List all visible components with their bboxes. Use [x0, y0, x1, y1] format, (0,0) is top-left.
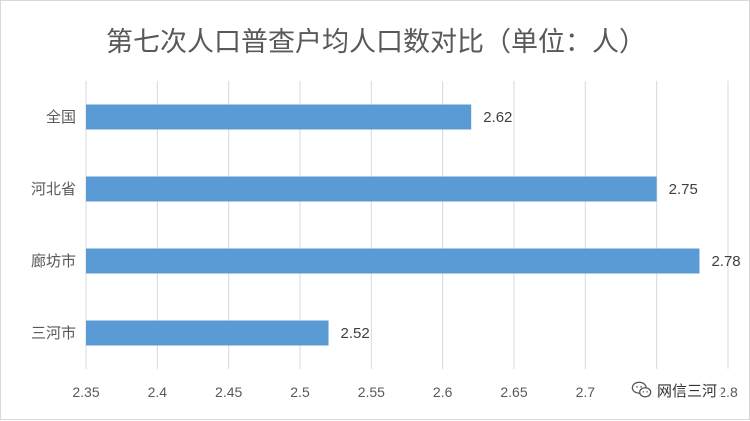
chart-title: 第七次人口普查户均人口数对比（单位：人）: [106, 27, 646, 58]
data-label: 2.78: [711, 253, 740, 270]
category-label: 河北省: [31, 180, 76, 198]
x-tick-label: 2.7: [576, 384, 596, 400]
x-tick-label: 2.65: [500, 384, 527, 400]
bar: [86, 176, 657, 202]
bar: [86, 320, 329, 346]
x-tick-label: 2.45: [215, 384, 242, 400]
x-tick-label: 2.55: [358, 384, 385, 400]
data-label: 2.52: [341, 325, 370, 342]
data-label: 2.75: [669, 181, 698, 198]
x-tick-label: 2.8: [718, 384, 738, 400]
bar-layer: [86, 104, 700, 346]
x-tick-label: 2.5: [290, 384, 310, 400]
category-label: 三河市: [31, 324, 76, 342]
wechat-icon: [631, 381, 652, 398]
x-tick-label: 2.35: [72, 384, 99, 400]
value-labels: 2.62 2.75 2.78 2.52: [341, 109, 741, 342]
watermark-text: 网信三河: [657, 381, 718, 400]
category-label: 全国: [46, 108, 76, 126]
data-label: 2.62: [483, 109, 512, 126]
x-tick-label: 2.6: [433, 384, 453, 400]
bar: [86, 104, 472, 130]
bar: [86, 248, 700, 274]
category-label: 廊坊市: [31, 252, 76, 270]
watermark: 网信三河: [627, 377, 722, 403]
x-tick-label: 2.4: [148, 384, 168, 400]
